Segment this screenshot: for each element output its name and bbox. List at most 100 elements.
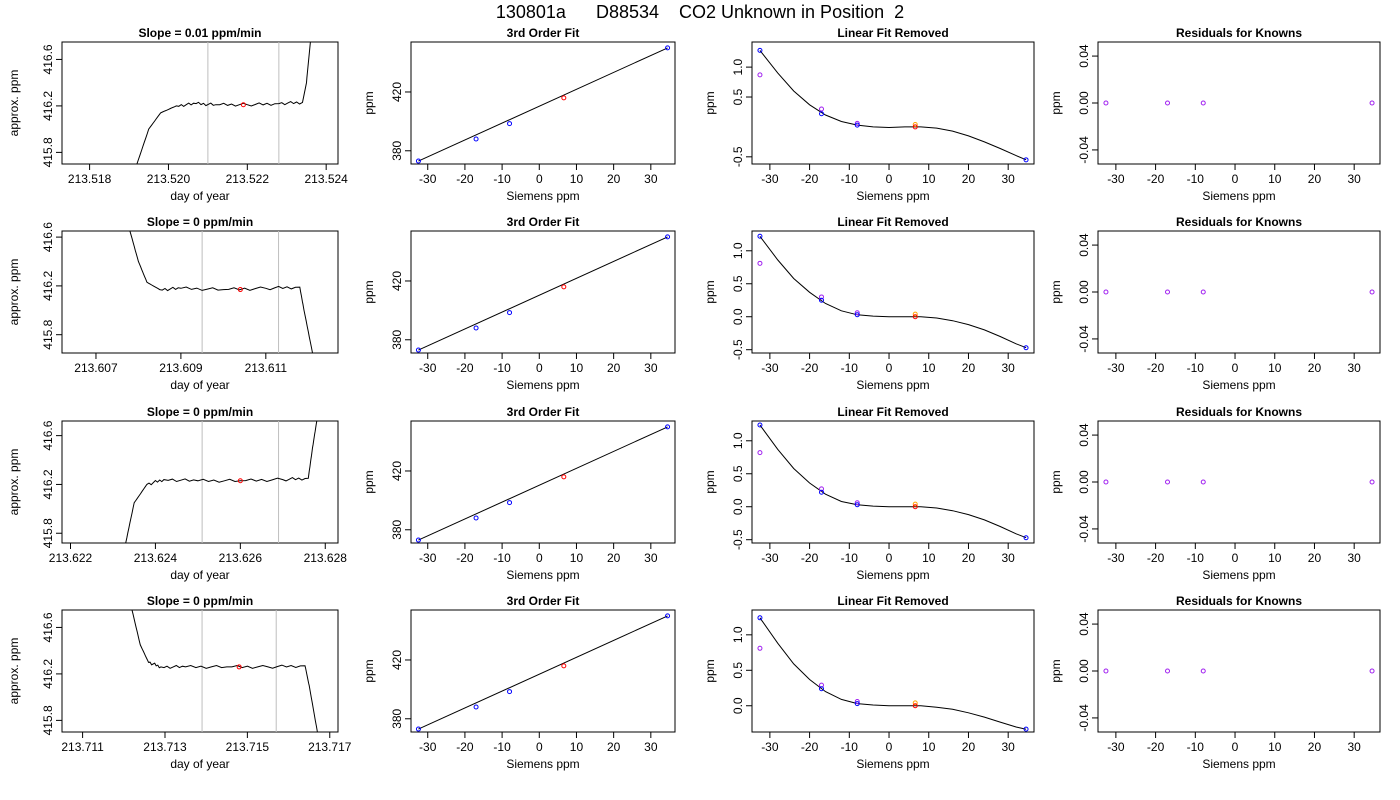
unknown-point	[561, 474, 567, 480]
panel-title: Slope = 0 ppm/min	[147, 405, 253, 419]
unknown-alt-point	[912, 122, 918, 128]
known-point	[819, 489, 825, 495]
plot-frame	[410, 609, 676, 733]
y-tick-label: 420	[390, 650, 404, 670]
y-tick-label: 1.0	[731, 432, 745, 449]
y-tick-label: 0.0	[731, 498, 745, 515]
x-tick-label: -10	[1187, 551, 1205, 565]
known-point	[1165, 479, 1171, 485]
x-axis-label: day of year	[170, 378, 229, 392]
fit-curve	[418, 426, 668, 541]
known-point	[854, 312, 860, 318]
x-tick-label: -30	[1107, 740, 1125, 754]
plot-area	[1103, 100, 1375, 106]
y-tick-label: 0.00	[1077, 659, 1091, 683]
y-tick-label: 416.6	[41, 222, 55, 252]
panel-title: Linear Fit Removed	[837, 405, 948, 419]
x-tick-label: 213.628	[304, 551, 348, 565]
plot-area	[415, 613, 671, 732]
plot-area	[136, 42, 311, 164]
x-tick-label: -20	[801, 551, 819, 565]
x-tick-label: 30	[1348, 551, 1362, 565]
x-tick-label: -30	[761, 172, 779, 186]
panel-title: Residuals for Knowns	[1176, 594, 1302, 608]
y-axis-label: ppm	[362, 470, 376, 493]
y-axis-label: ppm	[1049, 659, 1063, 682]
y-tick-label: 0.0	[731, 308, 745, 325]
unknown-alt-point	[912, 311, 918, 317]
y-axis-label: ppm	[1049, 91, 1063, 114]
y-tick-label: 415.8	[41, 137, 55, 167]
x-axis-label: Siemens ppm	[856, 378, 929, 392]
x-tick-label: 0	[536, 551, 543, 565]
x-tick-label: -30	[419, 740, 437, 754]
known-point	[1103, 100, 1109, 106]
y-tick-label: -0.04	[1077, 515, 1091, 543]
y-axis-label: ppm	[1049, 280, 1063, 303]
y-tick-label: 0.5	[731, 88, 745, 105]
x-tick-label: 213.607	[74, 361, 118, 375]
x-tick-label: 0	[886, 361, 893, 375]
y-tick-label: 420	[390, 82, 404, 102]
panel-3-4: Residuals for Knowns -30 -20 -10 0 10 20 30 Siem…	[1049, 405, 1381, 582]
x-tick-label: -20	[456, 361, 474, 375]
x-tick-label: 213.611	[245, 361, 288, 375]
fit-curve	[759, 50, 1027, 161]
plot-area	[131, 610, 318, 732]
panel-2-1: Slope = 0 ppm/min 213.607 213.609 213.611 da…	[7, 215, 339, 392]
panel-2-3: Linear Fit Removed -30 -20 -10 0 10 20 30 Siemen…	[703, 215, 1035, 392]
x-tick-label: -10	[493, 172, 511, 186]
x-tick-label: 20	[1308, 551, 1322, 565]
y-tick-label: 1.0	[731, 242, 745, 259]
x-tick-label: 213.522	[226, 172, 270, 186]
x-tick-label: 10	[1268, 740, 1282, 754]
x-tick-label: 30	[1348, 740, 1362, 754]
panel-4-1: Slope = 0 ppm/min 213.711 213.713 213.715 21…	[7, 594, 352, 771]
x-tick-label: 213.524	[304, 172, 348, 186]
x-tick-label: 30	[644, 551, 658, 565]
x-tick-label: -10	[841, 551, 859, 565]
y-axis-label: ppm	[362, 91, 376, 114]
x-tick-label: -20	[456, 740, 474, 754]
plot-frame	[61, 41, 339, 165]
y-axis-label: ppm	[703, 91, 717, 114]
plot-area	[757, 615, 1029, 732]
y-tick-label: -0.04	[1077, 325, 1091, 353]
known-point	[1103, 668, 1109, 674]
concentration-trace	[131, 610, 318, 732]
y-tick-label: 0.00	[1077, 91, 1091, 115]
plot-frame	[61, 230, 339, 354]
plot-area	[415, 424, 671, 543]
plot-area	[1103, 289, 1375, 295]
y-tick-label: -0.04	[1077, 704, 1091, 732]
x-tick-label: -20	[1147, 740, 1165, 754]
plot-frame	[751, 230, 1035, 354]
known-alt-point	[757, 260, 763, 266]
panel-4-4: Residuals for Knowns -30 -20 -10 0 10 20 30 Siem…	[1049, 594, 1381, 771]
x-tick-label: 213.626	[219, 551, 263, 565]
x-tick-label: 30	[644, 172, 658, 186]
x-tick-label: 30	[644, 361, 658, 375]
x-tick-label: 30	[1002, 551, 1016, 565]
plot-frame	[751, 609, 1035, 733]
x-tick-label: 0	[886, 551, 893, 565]
plot-frame	[410, 230, 676, 354]
y-tick-label: 0.0	[731, 697, 745, 714]
x-tick-label: 20	[1308, 172, 1322, 186]
plot-frame	[410, 41, 676, 165]
panel-title: Residuals for Knowns	[1176, 26, 1302, 40]
y-tick-label: -0.5	[731, 146, 745, 167]
plot-frame	[751, 41, 1035, 165]
known-point	[665, 424, 671, 430]
known-point	[819, 297, 825, 303]
mean-marker	[237, 287, 243, 293]
known-alt-point	[757, 450, 763, 456]
y-tick-label: 380	[390, 140, 404, 160]
x-tick-label: -20	[1147, 172, 1165, 186]
y-tick-label: -0.5	[731, 529, 745, 550]
fit-curve	[418, 236, 668, 351]
x-tick-label: 213.715	[226, 740, 270, 754]
x-tick-label: 0	[536, 361, 543, 375]
panel-title: 3rd Order Fit	[507, 215, 580, 229]
